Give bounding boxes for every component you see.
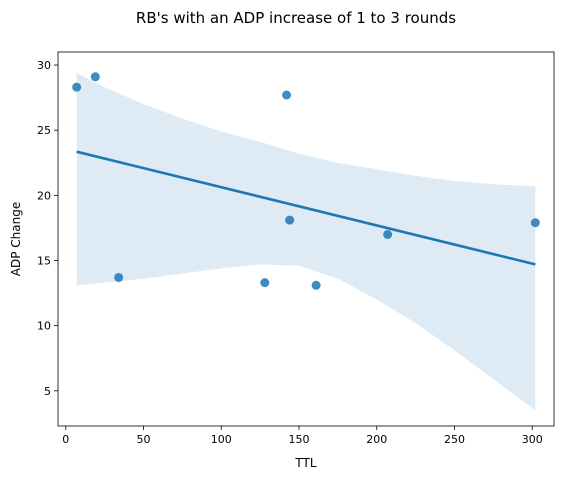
data-point [530,218,540,228]
x-axis-label: TTL [294,456,316,470]
x-tick-label: 300 [522,433,543,446]
data-point [72,82,82,92]
y-tick-label: 25 [37,124,51,137]
y-tick-label: 30 [37,59,51,72]
data-point [114,272,124,282]
x-tick-label: 100 [211,433,232,446]
plot-frame [57,51,555,427]
y-axis-label: ADP Change [9,202,23,276]
x-tick-label: 0 [62,433,69,446]
y-tick-label: 20 [37,189,51,202]
x-tick-label: 150 [289,433,310,446]
data-point [311,280,321,290]
data-point [260,278,270,288]
y-tick-label: 10 [37,320,51,333]
regression-line [76,150,536,266]
x-tick-label: 50 [137,433,151,446]
y-tick-label: 15 [37,255,51,268]
y-tick-label: 5 [44,385,51,398]
data-point [285,215,295,225]
chart-title: RB's with an ADP increase of 1 to 3 roun… [136,9,456,27]
x-tick-label: 250 [444,433,465,446]
confidence-band [76,72,536,411]
data-point [90,72,100,82]
x-tick-label: 200 [366,433,387,446]
data-point [383,229,393,239]
data-point [282,90,292,100]
